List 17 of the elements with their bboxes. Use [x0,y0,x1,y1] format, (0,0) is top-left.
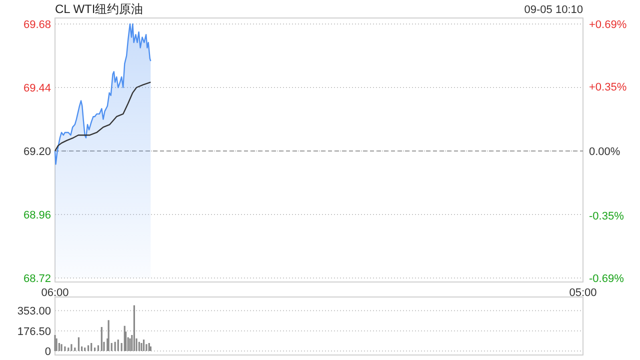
y-tick-label: 69.44 [23,82,51,94]
y-tick-label: 68.96 [23,210,51,222]
x-tick-label: 06:00 [41,287,69,299]
y2-tick-label: 0.00% [589,146,620,158]
y2-tick-label: +0.69% [589,19,627,31]
y-tick-label: 69.20 [23,146,51,158]
y-tick-label: 68.72 [23,273,51,285]
y-tick-label: 0 [44,346,51,358]
y2-tick-label: +0.35% [589,82,627,94]
x-tick-label: 05:00 [569,287,597,299]
chart-title: CL WTI纽约原油 [55,2,144,16]
y-tick-label: 69.68 [23,19,51,31]
y2-tick-label: -0.35% [589,210,624,222]
y2-tick-label: -0.69% [589,273,624,285]
text: 09-05 10:10 [524,4,583,16]
y-tick-label: 176.50 [17,326,51,338]
y-tick-label: 353.00 [17,306,51,318]
